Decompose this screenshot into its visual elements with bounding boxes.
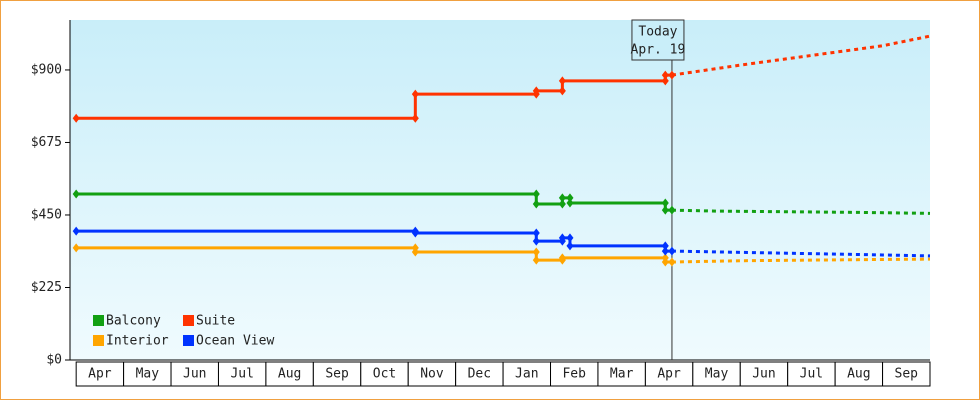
x-tick-label: May: [136, 367, 160, 382]
price-marker: [411, 89, 419, 99]
price-marker: [532, 228, 540, 238]
legend-label: Interior: [106, 334, 169, 349]
x-tick-label: Apr: [657, 367, 681, 382]
x-tick-label: Jul: [800, 367, 823, 382]
legend-swatch: [93, 335, 104, 346]
price-marker: [72, 226, 80, 236]
forecast-line: [671, 249, 931, 258]
price-marker: [72, 243, 80, 253]
x-tick-label: Jun: [752, 367, 775, 382]
today-box: [631, 19, 685, 61]
price-marker: [532, 255, 540, 265]
price-marker: [558, 253, 566, 263]
price-marker: [532, 247, 540, 257]
x-tick-cell: [739, 361, 789, 387]
price-marker: [532, 86, 540, 96]
x-tick-label: Nov: [420, 367, 444, 382]
x-tick-label: Feb: [562, 367, 586, 382]
x-tick-cell: [75, 361, 125, 387]
x-tick-label: Mar: [610, 367, 634, 382]
price-marker: [661, 241, 669, 251]
x-tick-cell: [217, 361, 267, 387]
y-tick-label: $900: [31, 62, 62, 77]
price-marker: [661, 76, 669, 86]
x-tick-cell: [265, 361, 314, 387]
price-marker: [411, 247, 419, 257]
price-marker: [661, 198, 669, 208]
price-marker: [661, 246, 669, 256]
legend-label: Suite: [196, 314, 235, 329]
price-marker: [566, 193, 574, 203]
x-tick-cell: [644, 361, 694, 387]
price-marker: [411, 228, 419, 238]
y-tick-label: $675: [31, 135, 62, 150]
x-tick-label: May: [705, 367, 729, 382]
price-marker: [411, 113, 419, 123]
x-tick-cell: [407, 361, 457, 387]
x-tick-cell: [787, 361, 836, 387]
price-marker: [532, 189, 540, 199]
y-tick-label: $225: [31, 280, 62, 295]
legend-swatch: [183, 335, 194, 346]
price-marker: [72, 113, 80, 123]
price-marker: [558, 86, 566, 96]
plot-area: [70, 20, 930, 360]
x-tick-cell: [597, 361, 646, 387]
y-tick-label: $0: [46, 353, 62, 368]
x-tick-label: Oct: [373, 367, 396, 382]
forecast-line: [671, 208, 931, 215]
x-tick-label: Dec: [468, 367, 491, 382]
price-marker: [558, 233, 566, 243]
legend-label: Balcony: [106, 314, 161, 329]
price-marker: [668, 257, 676, 267]
price-marker: [566, 233, 574, 243]
price-marker: [558, 193, 566, 203]
price-marker: [668, 205, 676, 215]
price-marker: [661, 257, 669, 267]
price-marker: [661, 70, 669, 80]
x-tick-label: Sep: [325, 367, 349, 382]
x-tick-label: Apr: [88, 367, 112, 382]
price-marker: [668, 246, 676, 256]
price-marker: [566, 241, 574, 251]
x-tick-cell: [502, 361, 552, 387]
price-marker: [532, 199, 540, 209]
legend-swatch: [93, 315, 104, 326]
y-tick-label: $450: [31, 207, 62, 222]
x-tick-label: Sep: [895, 367, 919, 382]
price-marker: [668, 70, 676, 80]
x-tick-label: Aug: [278, 367, 301, 382]
price-marker: [558, 76, 566, 86]
price-marker: [532, 236, 540, 246]
legend-label: Ocean View: [196, 334, 274, 349]
x-tick-label: Jul: [230, 367, 253, 382]
price-marker: [566, 198, 574, 208]
today-label: Today: [638, 25, 677, 40]
x-tick-cell: [882, 361, 931, 387]
x-tick-label: Aug: [847, 367, 870, 382]
today-date: Apr. 19: [631, 43, 686, 58]
price-marker: [558, 199, 566, 209]
x-tick-cell: [170, 361, 219, 387]
x-tick-label: Jun: [183, 367, 206, 382]
price-marker: [72, 189, 80, 199]
x-tick-cell: [123, 361, 172, 387]
legend-swatch: [183, 315, 194, 326]
x-tick-label: Jan: [515, 367, 538, 382]
price-marker: [661, 205, 669, 215]
forecast-line: [671, 257, 931, 264]
